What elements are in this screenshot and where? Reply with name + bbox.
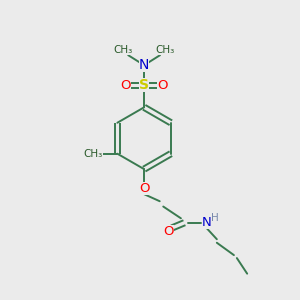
Text: CH₃: CH₃: [113, 45, 133, 55]
Text: O: O: [163, 225, 173, 238]
Text: O: O: [121, 79, 131, 92]
Text: CH₃: CH₃: [156, 45, 175, 55]
Text: CH₃: CH₃: [84, 149, 103, 159]
Text: O: O: [157, 79, 168, 92]
Text: N: N: [139, 58, 149, 72]
Text: N: N: [202, 216, 212, 229]
Text: H: H: [211, 213, 219, 223]
Text: O: O: [139, 182, 149, 195]
Text: S: S: [139, 78, 149, 92]
